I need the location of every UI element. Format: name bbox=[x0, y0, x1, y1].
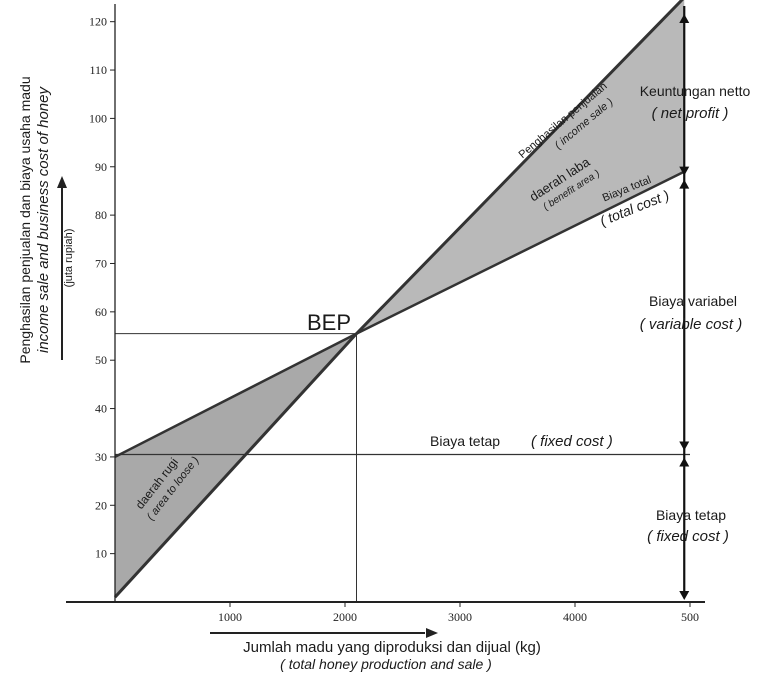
y-axis-title: Penghasilan penjualan dan biaya usaha ma… bbox=[17, 76, 52, 363]
fixed-cost-mid-label-id: Biaya tetap bbox=[430, 433, 500, 449]
y-axis-label-id: Penghasilan penjualan dan biaya usaha ma… bbox=[17, 76, 33, 363]
y-ticks: 10 20 30 40 50 60 70 80 90 100 110 120 bbox=[89, 15, 115, 561]
arrow-down-icon bbox=[679, 591, 690, 600]
x-axis-label-en: ( total honey production and sale ) bbox=[280, 656, 492, 672]
net-profit-label-en: ( net profit ) bbox=[652, 105, 729, 122]
y-axis-unit-label: (juta rupiah) bbox=[63, 229, 75, 288]
fixed-cost-mid-label-en: ( fixed cost ) bbox=[531, 433, 613, 450]
arrow-up-icon bbox=[679, 179, 690, 189]
net-profit-label-id: Keuntungan netto bbox=[640, 83, 751, 99]
y-tick-label: 50 bbox=[95, 353, 107, 367]
y-axis-label-en: income sale and business cost of honey bbox=[35, 86, 52, 353]
y-tick-label: 110 bbox=[89, 63, 107, 77]
y-tick-label: 30 bbox=[95, 450, 107, 464]
y-axis-unit: (juta rupiah) bbox=[63, 229, 75, 288]
x-tick-label: 4000 bbox=[563, 610, 587, 624]
bep-label: BEP bbox=[307, 310, 351, 335]
y-tick-label: 90 bbox=[95, 160, 107, 174]
x-tick-label: 2000 bbox=[333, 610, 357, 624]
fixed-cost-right-label-en: ( fixed cost ) bbox=[647, 528, 729, 545]
x-tick-label: 500 bbox=[681, 610, 699, 624]
y-tick-label: 100 bbox=[89, 111, 107, 125]
y-tick-label: 120 bbox=[89, 15, 107, 29]
y-tick-label: 60 bbox=[95, 305, 107, 319]
x-axis-arrow bbox=[210, 628, 438, 638]
x-tick-label: 3000 bbox=[448, 610, 472, 624]
arrow-down-icon bbox=[679, 441, 690, 451]
y-tick-label: 80 bbox=[95, 208, 107, 222]
x-tick-label: 1000 bbox=[218, 610, 242, 624]
y-tick-label: 20 bbox=[95, 498, 107, 512]
cost-dimension-arrows bbox=[679, 6, 690, 600]
variable-cost-label-en: ( variable cost ) bbox=[640, 316, 743, 333]
fixed-cost-right-label-id: Biaya tetap bbox=[656, 507, 726, 523]
y-axis-arrow bbox=[57, 176, 67, 360]
y-tick-label: 70 bbox=[95, 256, 107, 270]
y-tick-label: 40 bbox=[95, 402, 107, 416]
arrow-up-icon bbox=[679, 457, 690, 467]
income-sale-line bbox=[113, 0, 684, 599]
y-tick-label: 10 bbox=[95, 547, 107, 561]
arrow-down-icon bbox=[679, 166, 690, 176]
x-ticks: 1000 2000 3000 4000 500 bbox=[218, 602, 699, 624]
variable-cost-label-id: Biaya variabel bbox=[649, 293, 737, 309]
x-axis-label-id: Jumlah madu yang diproduksi dan dijual (… bbox=[243, 639, 541, 656]
arrow-up-icon bbox=[679, 14, 690, 23]
